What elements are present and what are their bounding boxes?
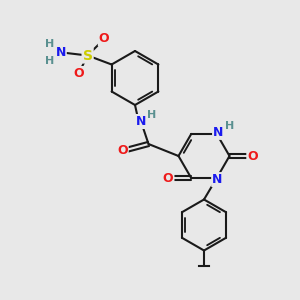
Text: O: O (73, 67, 84, 80)
Text: O: O (117, 143, 128, 157)
Text: S: S (82, 49, 93, 62)
Text: N: N (212, 173, 223, 186)
Text: H: H (225, 121, 234, 130)
Text: O: O (163, 172, 173, 184)
Text: O: O (247, 149, 258, 163)
Text: O: O (99, 32, 110, 46)
Text: H: H (147, 110, 156, 121)
Text: N: N (213, 126, 224, 139)
Text: N: N (136, 115, 146, 128)
Text: N: N (56, 46, 66, 59)
Text: H: H (45, 56, 54, 66)
Text: H: H (45, 39, 54, 49)
